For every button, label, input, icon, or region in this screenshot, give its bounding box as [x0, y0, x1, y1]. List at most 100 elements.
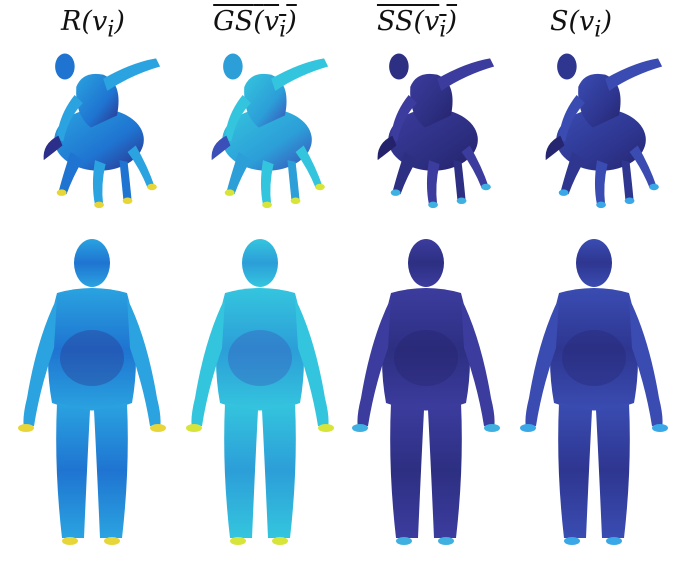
centaur-hind-leg-2: [119, 160, 132, 201]
human-extremity: [104, 537, 120, 545]
human-extremity: [272, 537, 288, 545]
human-left-leg: [390, 403, 424, 538]
centaur-hoof: [428, 201, 438, 209]
human-heatmap-1: [12, 228, 172, 558]
centaur-hoof: [390, 189, 401, 196]
centaur-front-leg-1: [392, 151, 417, 195]
centaur-hind-leg-1: [295, 145, 323, 189]
human-extremity: [62, 537, 78, 545]
human-torso: [550, 288, 638, 411]
centaur-tail: [545, 135, 565, 161]
human-heatmap-2: [180, 228, 340, 558]
human-right-arm: [295, 298, 329, 428]
centaur-raised-arm: [437, 58, 495, 91]
human-right-arm: [127, 298, 161, 428]
centaur-hoof: [56, 189, 67, 196]
centaur-front-leg-1: [58, 151, 83, 195]
centaur-head: [223, 53, 243, 80]
column-label-2: GS(vi): [213, 6, 297, 43]
centaur-horse-body: [54, 108, 144, 171]
centaur-hoof: [122, 197, 133, 205]
centaur-heatmap-2: [178, 38, 348, 213]
column-label-1: R(vi): [61, 6, 125, 43]
centaur-hoof: [624, 197, 635, 205]
centaur-head: [557, 53, 577, 80]
human-right-leg: [262, 403, 296, 538]
centaur-hoof: [262, 201, 272, 209]
human-left-leg: [558, 403, 592, 538]
human-extremity: [438, 537, 454, 545]
centaur-lower-arm: [56, 94, 83, 142]
human-right-leg: [428, 403, 462, 538]
centaur-hoof: [94, 201, 104, 209]
human-torso: [48, 288, 136, 411]
column-label-4: S(vi): [549, 6, 613, 43]
centaur-hoof: [224, 189, 235, 196]
centaur-front-leg-2: [594, 160, 608, 205]
centaur-tail: [377, 135, 397, 161]
centaur-front-leg-1: [560, 151, 585, 195]
centaur-heatmap-4: [512, 38, 682, 213]
human-extremity: [564, 537, 580, 545]
centaur-hoof: [147, 183, 157, 191]
centaur-hoof: [315, 183, 325, 191]
human-left-leg: [224, 403, 258, 538]
column-label-3: SS(vi): [376, 6, 458, 43]
human-head: [408, 239, 444, 287]
human-belly: [60, 330, 124, 386]
human-extremity: [186, 424, 202, 432]
human-right-arm: [461, 298, 495, 428]
human-head: [576, 239, 612, 287]
human-extremity: [18, 424, 34, 432]
centaur-front-leg-2: [426, 160, 440, 205]
human-heatmap-4: [514, 228, 674, 558]
human-extremity: [520, 424, 536, 432]
human-heatmap-3: [346, 228, 506, 558]
centaur-hoof: [596, 201, 606, 209]
human-belly: [394, 330, 458, 386]
centaur-heatmap-1: [10, 38, 180, 213]
centaur-horse-body: [388, 108, 478, 171]
centaur-front-leg-2: [92, 160, 106, 205]
centaur-head: [55, 53, 75, 80]
human-extremity: [484, 424, 500, 432]
human-left-leg: [56, 403, 90, 538]
centaur-lower-arm: [390, 94, 417, 142]
centaur-heatmap-3: [344, 38, 514, 213]
human-right-leg: [596, 403, 630, 538]
centaur-lower-arm: [224, 94, 251, 142]
human-left-arm: [525, 298, 559, 428]
human-torso: [216, 288, 304, 411]
centaur-hoof: [649, 183, 659, 191]
centaur-hoof: [290, 197, 301, 205]
human-extremity: [150, 424, 166, 432]
centaur-hind-leg-1: [629, 145, 657, 189]
centaur-hind-leg-2: [453, 160, 466, 201]
centaur-horse-body: [556, 108, 646, 171]
centaur-hind-leg-1: [461, 145, 489, 189]
human-extremity: [396, 537, 412, 545]
human-extremity: [318, 424, 334, 432]
human-head: [74, 239, 110, 287]
centaur-tail: [43, 135, 63, 161]
human-right-leg: [94, 403, 128, 538]
human-extremity: [230, 537, 246, 545]
centaur-front-leg-2: [260, 160, 274, 205]
centaur-front-leg-1: [226, 151, 251, 195]
centaur-raised-arm: [605, 58, 663, 91]
centaur-raised-arm: [103, 58, 161, 91]
human-left-arm: [357, 298, 391, 428]
human-belly: [562, 330, 626, 386]
centaur-tail: [211, 135, 231, 161]
centaur-hind-leg-1: [127, 145, 155, 189]
centaur-head: [389, 53, 409, 80]
centaur-hind-leg-2: [287, 160, 300, 201]
human-left-arm: [191, 298, 225, 428]
human-belly: [228, 330, 292, 386]
human-right-arm: [629, 298, 663, 428]
human-head: [242, 239, 278, 287]
centaur-horse-body: [222, 108, 312, 171]
human-extremity: [352, 424, 368, 432]
human-extremity: [652, 424, 668, 432]
centaur-hind-leg-2: [621, 160, 634, 201]
